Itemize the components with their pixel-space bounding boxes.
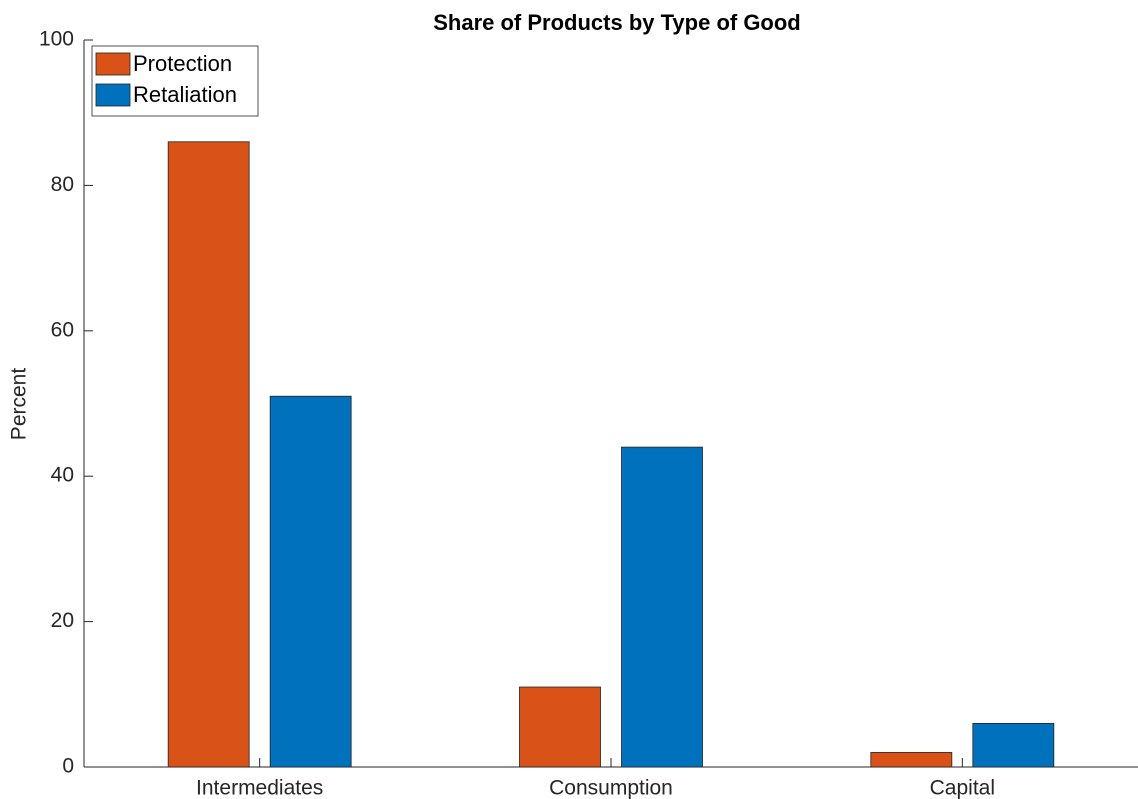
bar [870,752,953,768]
y-tick-label: 40 [51,464,74,487]
bar [621,446,703,768]
bar [269,395,352,768]
legend-swatch [95,83,131,107]
bar [167,141,250,768]
y-tick-label: 0 [62,755,74,778]
bar [519,686,601,768]
y-tick-label: 80 [51,173,74,196]
y-tick-label: 20 [51,609,74,632]
legend-swatch [95,52,131,76]
y-tick-label: 100 [39,28,74,51]
legend-label: Protection [133,51,232,76]
bar [972,722,1055,768]
x-tick-label: Capital [930,777,995,799]
x-tick-label: Consumption [549,777,673,799]
x-tick-label: Intermediates [196,777,323,799]
y-tick-label: 60 [51,318,74,341]
chart-title: Share of Products by Type of Good [433,10,801,35]
y-axis-label: Percent [8,368,31,441]
legend-label: Retaliation [133,82,237,107]
